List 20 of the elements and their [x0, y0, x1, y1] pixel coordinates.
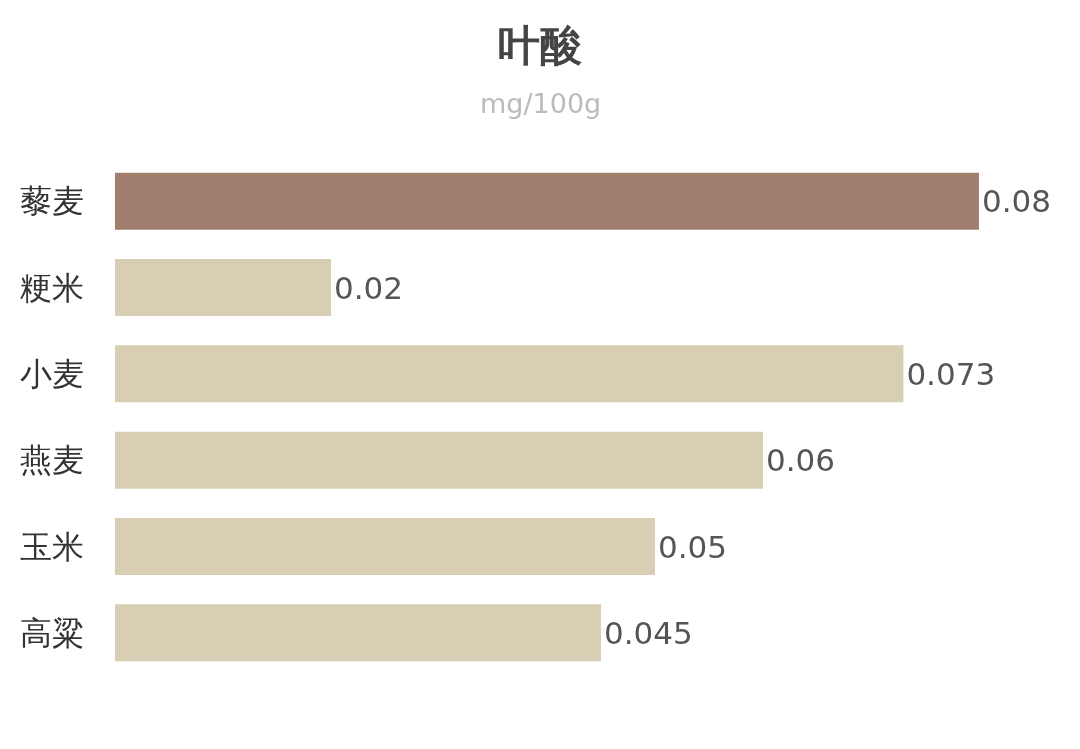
y-tick-label: 高粱: [20, 614, 84, 653]
chart-title: 叶酸: [498, 20, 582, 70]
data-label: 0.05: [658, 528, 728, 565]
y-tick-label: 燕麦: [20, 441, 84, 480]
bar: [115, 518, 655, 575]
chart-subtitle: mg/100g: [480, 88, 602, 119]
data-label: 0.045: [604, 614, 693, 651]
bar: [115, 345, 904, 403]
data-label: 0.02: [334, 269, 404, 306]
y-tick-label: 粳米: [20, 268, 84, 307]
y-tick-label: 小麦: [20, 355, 84, 394]
data-label: 0.073: [906, 355, 996, 392]
data-label: 0.06: [766, 442, 836, 479]
bar: [115, 431, 763, 489]
bar: [115, 604, 601, 662]
bar: [115, 259, 331, 316]
y-tick-label: 玉米: [20, 527, 84, 566]
y-tick-label: 藜麦: [20, 182, 84, 221]
data-label: 0.08: [982, 183, 1052, 220]
bar: [115, 172, 979, 230]
